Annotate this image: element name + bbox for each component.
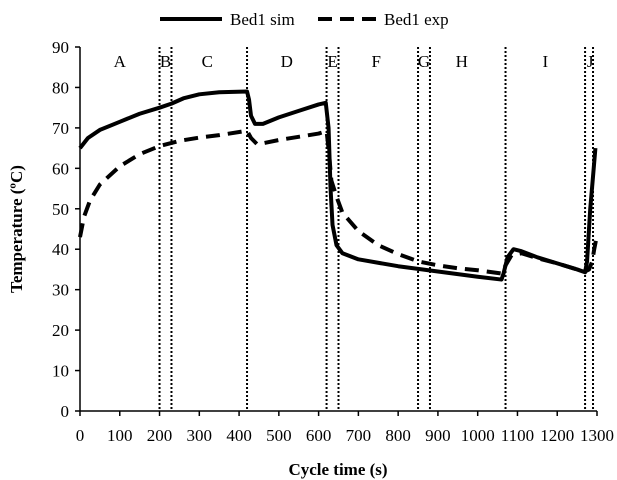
region-label-F: F [372, 52, 381, 71]
region-label-E: E [327, 52, 337, 71]
y-axis-title: Temperature (ºC) [7, 165, 26, 293]
region-label-H: H [456, 52, 468, 71]
x-tick-label: 0 [76, 426, 85, 445]
region-label-J: J [587, 52, 594, 71]
x-tick-label: 1300 [580, 426, 614, 445]
y-tick-label: 60 [52, 159, 69, 178]
y-tick-label: 80 [52, 78, 69, 97]
y-tick-label: 40 [52, 240, 69, 259]
region-label-I: I [542, 52, 548, 71]
y-tick-label: 20 [52, 321, 69, 340]
x-tick-label: 1000 [461, 426, 495, 445]
x-tick-label: 100 [107, 426, 133, 445]
x-tick-label: 800 [385, 426, 411, 445]
y-tick-label: 0 [61, 402, 70, 421]
x-tick-label: 400 [226, 426, 252, 445]
x-tick-label: 1100 [501, 426, 534, 445]
x-tick-label: 700 [346, 426, 372, 445]
x-tick-label: 300 [187, 426, 213, 445]
x-tick-label: 200 [147, 426, 173, 445]
region-labels: A B C D E F G H I J [114, 52, 594, 71]
axes [75, 46, 598, 416]
y-tick-label: 10 [52, 362, 69, 381]
y-tick-label: 30 [52, 281, 69, 300]
series-lines [78, 89, 599, 282]
y-tick-label: 90 [52, 38, 69, 57]
legend-label-exp: Bed1 exp [384, 10, 449, 29]
legend: Bed1 sim Bed1 exp [160, 10, 449, 29]
series-line-bed1-exp [78, 128, 599, 276]
region-label-B: B [160, 52, 171, 71]
region-label-G: G [418, 52, 430, 71]
region-label-A: A [114, 52, 127, 71]
region-label-D: D [281, 52, 293, 71]
y-tick-label: 50 [52, 200, 69, 219]
legend-label-sim: Bed1 sim [230, 10, 295, 29]
x-tick-label: 1200 [540, 426, 574, 445]
x-tick-label: 900 [425, 426, 451, 445]
x-tick-label: 600 [306, 426, 332, 445]
region-label-C: C [202, 52, 213, 71]
y-tick-label: 70 [52, 119, 69, 138]
x-tick-label: 500 [266, 426, 292, 445]
x-axis-title: Cycle time (s) [288, 460, 387, 479]
region-dividers [158, 47, 595, 411]
